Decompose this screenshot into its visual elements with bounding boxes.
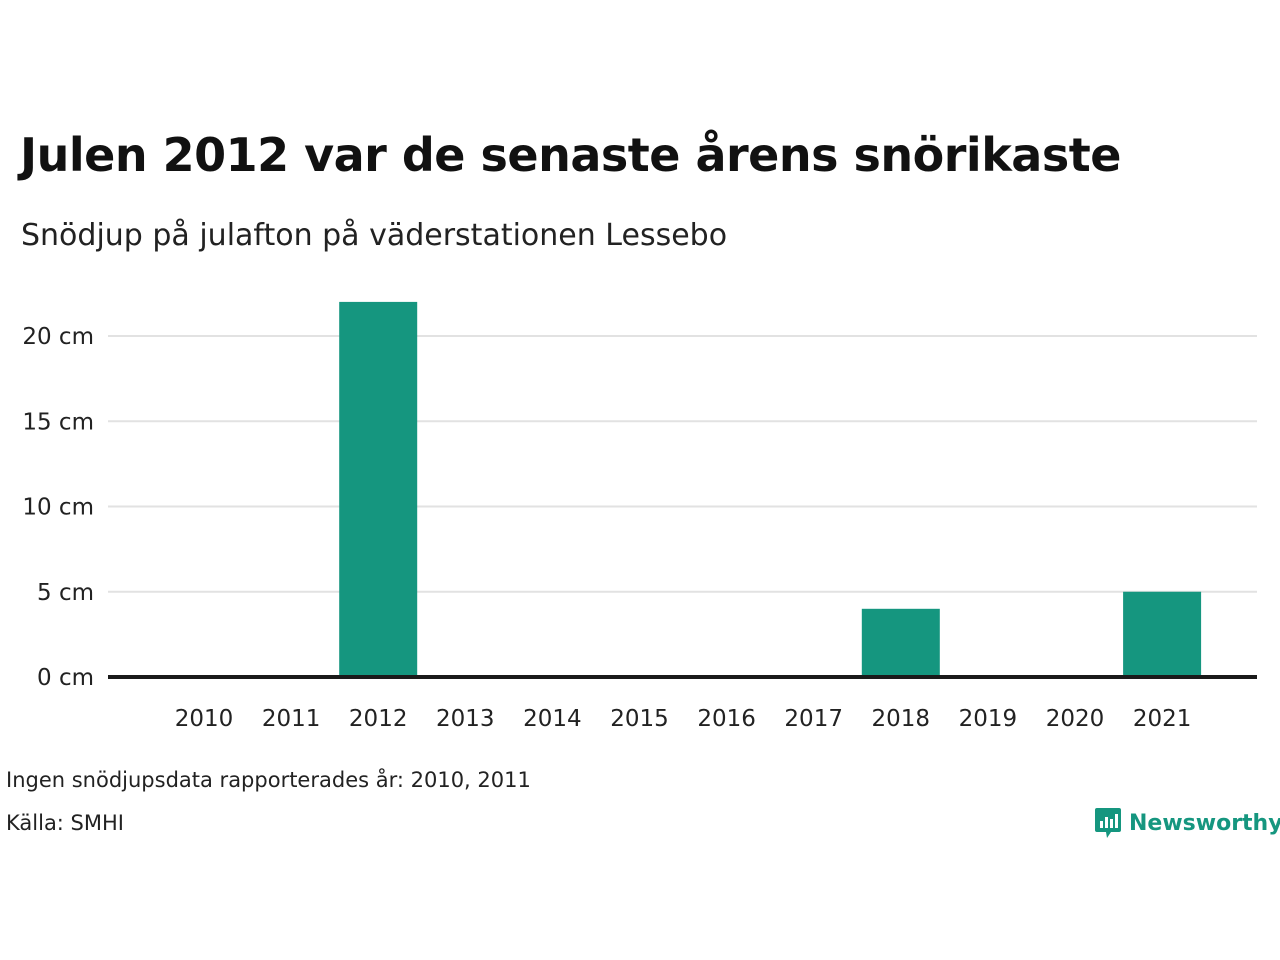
- footnote: Ingen snödjupsdata rapporterades år: 201…: [6, 768, 531, 792]
- x-tick-label: 2017: [784, 706, 843, 732]
- brand-name: Newsworthy: [1129, 810, 1280, 836]
- x-tick-label: 2021: [1133, 706, 1192, 732]
- chart-title: Julen 2012 var de senaste årens snörikas…: [20, 128, 1121, 182]
- brand-logo: Newsworthy: [1094, 806, 1280, 840]
- newsworthy-logo-icon: [1095, 808, 1121, 838]
- chart-subtitle: Snödjup på julafton på väderstationen Le…: [21, 218, 728, 253]
- x-tick-label: 2014: [523, 706, 582, 732]
- x-tick-label: 2012: [349, 706, 408, 732]
- x-tick-label: 2011: [262, 706, 321, 732]
- x-tick-label: 2013: [436, 706, 495, 732]
- x-tick-label: 2010: [175, 706, 234, 732]
- x-tick-label: 2015: [610, 706, 669, 732]
- x-tick-label: 2018: [872, 706, 931, 732]
- y-tick-label: 5 cm: [37, 580, 94, 606]
- x-tick-label: 2016: [697, 706, 756, 732]
- x-tick-label: 2020: [1046, 706, 1105, 732]
- bar-2018: [861, 608, 940, 677]
- y-axis-ticks: 0 cm 5 cm 10 cm 15 cm 20 cm: [22, 324, 94, 691]
- y-tick-label: 10 cm: [22, 495, 94, 521]
- y-tick-label: 15 cm: [22, 409, 94, 435]
- source-credit: Källa: SMHI: [6, 811, 124, 835]
- x-axis-ticks: 2010 2011 2012 2013 2014 2015 2016 2017 2018 2019…: [175, 706, 1192, 732]
- y-tick-label: 20 cm: [22, 324, 94, 350]
- gridlines: [108, 335, 1257, 593]
- x-tick-label: 2019: [959, 706, 1018, 732]
- bars: [339, 301, 1202, 677]
- bar-2021: [1123, 591, 1202, 677]
- y-tick-label: 0 cm: [37, 665, 94, 691]
- bar-2012: [339, 301, 418, 677]
